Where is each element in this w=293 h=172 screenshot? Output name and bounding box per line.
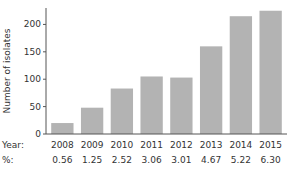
chart: 0 50 100 150 200 Number of isolates Year:%: 200… [0,0,293,172]
year-label: 2015 [259,140,282,150]
percent-row-label: %: [2,155,14,165]
percent-label: 3.01 [171,155,191,165]
bar [170,78,192,134]
bar [111,89,133,134]
bar [259,11,281,134]
year-label: 2013 [200,140,223,150]
y-axis-label: Number of isolates [2,28,12,113]
year-row-label: Year: [1,140,24,150]
percent-label: 2.52 [112,155,132,165]
year-label: 2010 [110,140,133,150]
bar [51,123,73,134]
percent-label: 3.06 [142,155,162,165]
bar [230,16,252,134]
y-tick-label: 150 [24,47,41,57]
year-label: 2011 [140,140,163,150]
bars [51,11,282,134]
percent-label: 4.67 [201,155,221,165]
bar [140,76,162,134]
y-tick-label: 200 [24,19,41,29]
percent-label: 6.30 [261,155,281,165]
y-tick-label: 50 [30,102,42,112]
year-label: 2012 [170,140,193,150]
year-label: 2009 [81,140,104,150]
x-axis-line [46,134,287,135]
y-tick [43,24,46,25]
bar [81,108,103,134]
y-tick [43,134,46,135]
y-tick [43,79,46,80]
percent-label: 1.25 [82,155,102,165]
y-tick-label: 0 [35,129,41,139]
percent-label: 5.22 [231,155,251,165]
year-label: 2014 [229,140,252,150]
y-axis-line [46,8,47,134]
y-tick [43,106,46,107]
year-label: 2008 [51,140,74,150]
y-tick [43,51,46,52]
y-tick-label: 100 [24,74,41,84]
percent-label: 0.56 [52,155,72,165]
chart-container: 0 50 100 150 200 Number of isolates Year:%: 200… [0,0,293,172]
bar [200,46,222,134]
